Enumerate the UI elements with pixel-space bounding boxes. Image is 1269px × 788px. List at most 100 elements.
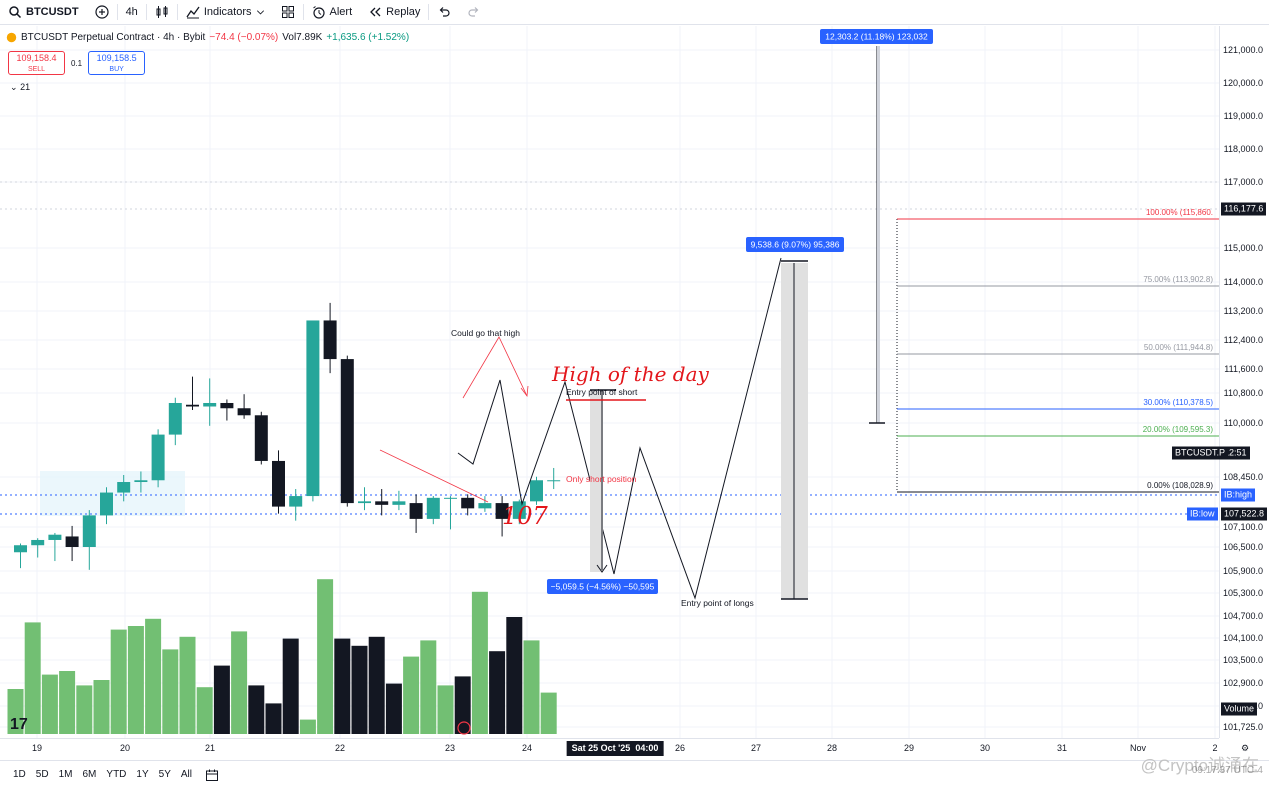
range-button-ytd[interactable]: YTD	[106, 769, 127, 780]
volume-bar	[385, 683, 402, 734]
arrow-head	[520, 385, 529, 398]
toolbar-divider	[428, 4, 430, 20]
candle-body	[203, 402, 217, 407]
compare-symbol-button[interactable]	[87, 0, 117, 25]
entry-longs-label: Entry point of longs	[681, 598, 754, 608]
candle-body	[31, 539, 45, 546]
clock: 09:17:37 UTC-4	[1191, 765, 1263, 776]
undo-icon	[440, 7, 450, 17]
volume-bar	[523, 640, 540, 734]
candle-body	[14, 545, 27, 553]
volume-bar	[196, 687, 213, 734]
time-tick-label: 22	[334, 743, 346, 753]
fib-level-label: 30.00% (110,378.5)	[1143, 398, 1213, 407]
time-tick-label: 26	[674, 743, 686, 753]
calendar-icon[interactable]	[205, 768, 219, 782]
interval-button[interactable]: 4h	[118, 0, 146, 25]
volume-bar	[454, 676, 471, 734]
redo-icon	[468, 7, 479, 17]
price-chart[interactable]: 100.00% (115,860. 75.00% (113,902.8) 50.00…	[0, 26, 1219, 738]
volume-bar	[265, 703, 282, 734]
volume-bar	[351, 645, 368, 734]
candles	[14, 302, 561, 570]
candle-body	[237, 408, 251, 416]
time-tick-label: 2	[1212, 743, 1218, 753]
time-tick-label: Nov	[1129, 743, 1147, 753]
replay-button[interactable]: Replay	[360, 0, 428, 25]
alert-button[interactable]: Alert	[304, 0, 361, 25]
volume-bar	[162, 649, 179, 734]
time-tick-label: 19	[31, 743, 43, 753]
indicators-icon	[186, 6, 200, 19]
price-tick-label: 103,500.0	[1222, 655, 1263, 665]
volume-bar	[317, 579, 334, 734]
indicators-toggle[interactable]: ⌄ 21	[10, 82, 30, 93]
layouts-button[interactable]	[273, 0, 303, 25]
sell-price: 109,158.4	[16, 53, 57, 63]
search-icon	[9, 6, 22, 19]
volume-tag: Volume	[1221, 702, 1258, 716]
buy-button[interactable]: 109,158.5 BUY	[88, 51, 146, 75]
volume-bar	[540, 692, 557, 734]
price-tick-label: 104,700.0	[1222, 611, 1263, 621]
time-tick-label: 24	[521, 743, 533, 753]
candle-body	[444, 497, 457, 499]
range-button-1y[interactable]: 1Y	[136, 769, 149, 780]
price-tick-label: 119,000.0	[1223, 111, 1263, 121]
ib-zones	[0, 181, 1219, 516]
legend-change: −74.4 (−0.07%)	[209, 32, 279, 43]
settings-icon[interactable]: ⚙	[1240, 743, 1250, 753]
price-tick-label: 114,000.0	[1223, 277, 1263, 287]
candle-body	[151, 434, 165, 481]
add-circle-icon	[94, 5, 109, 19]
fib-level-label: 75.00% (113,902.8)	[1143, 275, 1213, 284]
candle-body	[392, 501, 406, 505]
candle-body	[254, 415, 268, 461]
buy-label: BUY	[109, 66, 124, 73]
bybit-logo-icon	[6, 32, 17, 43]
current-price-tag: 116,177.6	[1221, 202, 1267, 216]
range-button-5d[interactable]: 5D	[35, 769, 49, 780]
top-toolbar: BTCUSDT 4h Indicators Alert Replay	[0, 0, 1269, 25]
candle-body	[426, 497, 440, 519]
range-button-1m[interactable]: 1M	[58, 769, 73, 780]
volume-bar	[231, 631, 248, 734]
price-tick-label: 101,725.0	[1222, 722, 1263, 732]
time-axis[interactable]: Sat 25 Oct '25 04:00 19 20 21 22 23 24 26 27 28 2…	[0, 738, 1249, 758]
symbol-price-tag: BTCUSDT.P	[1172, 446, 1229, 460]
volume-bars	[7, 579, 557, 734]
volume-bar	[248, 685, 265, 734]
price-tick-label: 108,450.0	[1222, 472, 1263, 482]
redo-button[interactable]	[459, 0, 489, 25]
range-button-1d[interactable]: 1D	[13, 769, 26, 780]
volume-bar	[93, 680, 110, 734]
candle-body	[186, 404, 199, 407]
symbol-search-button[interactable]: BTCUSDT	[0, 0, 87, 25]
chart-type-button[interactable]	[147, 0, 177, 25]
ib-low-tag: IB:low	[1187, 507, 1218, 521]
buy-price: 109,158.5	[96, 53, 137, 63]
time-tick-label: 21	[204, 743, 216, 753]
tradingview-logo-icon: 17	[10, 716, 28, 733]
volume-bar	[59, 671, 76, 734]
crosshair-time-label: Sat 25 Oct '25 04:00	[566, 741, 664, 756]
legend-title: BTCUSDT Perpetual Contract · 4h · Bybit	[21, 32, 206, 43]
chevron-down-icon	[256, 10, 264, 15]
volume-bar	[334, 638, 351, 734]
volume-bar	[368, 636, 385, 734]
price-tick-label: 115,000.0	[1223, 243, 1263, 253]
fib-level-label: 100.00% (115,860.	[1146, 208, 1213, 217]
range-button-5y[interactable]: 5Y	[158, 769, 171, 780]
candle-body	[272, 460, 285, 507]
price-axis[interactable]: 121,000.0 120,000.0 119,000.0 118,000.0 117,…	[1219, 26, 1269, 738]
range-buttons: 1D 5D 1M 6M YTD 1Y 5Y All	[0, 769, 197, 780]
volume-bar	[471, 591, 488, 734]
time-tick-label: 23	[444, 743, 456, 753]
indicators-button[interactable]: Indicators	[178, 0, 273, 25]
undo-button[interactable]	[429, 0, 459, 25]
volume-bar	[420, 640, 437, 734]
sell-button[interactable]: 109,158.4 SELL	[8, 51, 65, 75]
range-button-all[interactable]: All	[180, 769, 192, 780]
range-button-6m[interactable]: 6M	[82, 769, 97, 780]
